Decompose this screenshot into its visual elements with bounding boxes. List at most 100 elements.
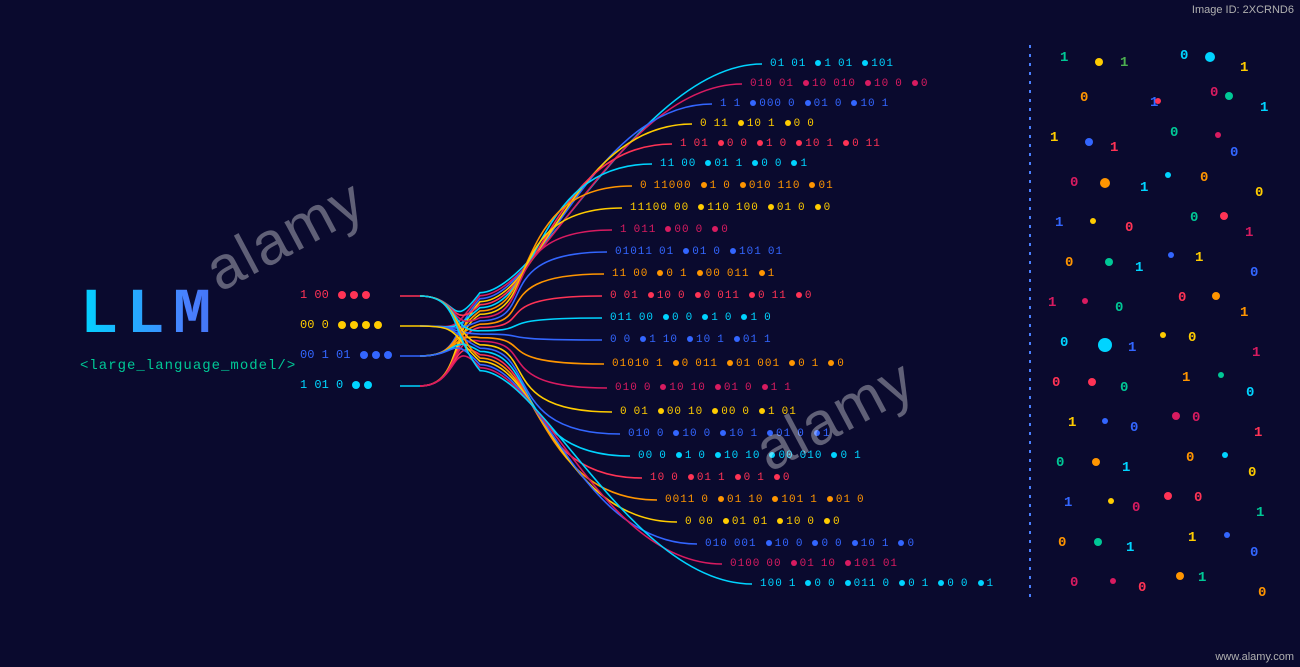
title-block: LLM <large_language_model/> xyxy=(80,280,296,374)
scatter-dot xyxy=(1088,378,1096,386)
scatter-digit: 1 xyxy=(1120,55,1128,71)
scatter-dot xyxy=(1098,338,1112,352)
scatter-digit: 1 xyxy=(1198,570,1206,586)
scatter-digit: 0 xyxy=(1056,455,1064,471)
output-row: 010001100001010 xyxy=(705,538,921,550)
scatter-dot xyxy=(1165,172,1171,178)
output-row: 1100011001 xyxy=(660,158,814,170)
scatter-dot xyxy=(1090,218,1096,224)
output-row: 0001010100001001 xyxy=(638,450,868,462)
scatter-digit: 0 xyxy=(1125,220,1133,236)
scatter-digit: 1 xyxy=(1260,100,1268,116)
scatter-dot xyxy=(1176,572,1184,580)
flow-curve xyxy=(420,350,642,478)
input-node: 00 0 xyxy=(300,318,384,332)
scatter-dot xyxy=(1082,298,1088,304)
scatter-digit: 0 xyxy=(1255,185,1263,201)
scatter-digit: 1 xyxy=(1256,505,1264,521)
scatter-dot xyxy=(1105,258,1113,266)
scatter-digit: 1 xyxy=(1245,225,1253,241)
scatter-dot xyxy=(1225,92,1233,100)
scatter-digit: 1 xyxy=(1122,460,1130,476)
input-node: 1 00 xyxy=(300,288,372,302)
output-row: 110000010101 xyxy=(720,98,895,110)
output-row: 010000011010101 xyxy=(730,558,904,570)
scatter-digit: 1 xyxy=(1068,415,1076,431)
scatter-digit: 0 xyxy=(1132,500,1140,516)
scatter-dot xyxy=(1160,332,1166,338)
scatter-digit: 0 xyxy=(1192,410,1200,426)
scatter-digit: 0 xyxy=(1246,385,1254,401)
scatter-digit: 1 xyxy=(1110,140,1118,156)
scatter-digit: 0 xyxy=(1230,145,1238,161)
scatter-dot xyxy=(1218,372,1224,378)
output-row: 1010010101011 xyxy=(680,138,887,150)
scatter-digit: 0 xyxy=(1130,420,1138,436)
watermark-url: www.alamy.com xyxy=(1215,651,1294,663)
scatter-dot xyxy=(1220,212,1228,220)
scatter-digit: 1 xyxy=(1188,530,1196,546)
output-row: 00110101011 xyxy=(610,334,778,346)
scatter-digit: 0 xyxy=(1080,90,1088,106)
scatter-digit: 1 xyxy=(1048,295,1056,311)
scatter-digit: 0 xyxy=(1178,290,1186,306)
output-row: 0101101101 xyxy=(770,58,900,70)
input-node: 1 01 0 xyxy=(300,378,374,392)
scatter-digit: 0 xyxy=(1250,265,1258,281)
scatter-digit: 1 xyxy=(1195,250,1203,266)
scatter-digit: 1 xyxy=(1252,345,1260,361)
output-row: 10110000 xyxy=(620,224,735,236)
scatter-digit: 0 xyxy=(1250,545,1258,561)
scatter-digit: 1 xyxy=(1064,495,1072,511)
scatter-dot xyxy=(1092,458,1100,466)
scatter-digit: 0 xyxy=(1058,535,1066,551)
scatter-digit: 0 xyxy=(1190,210,1198,226)
output-row: 01100001010 xyxy=(610,312,778,324)
scatter-digit: 0 xyxy=(1258,585,1266,601)
input-node: 00 1 01 xyxy=(300,348,394,362)
scatter-dot xyxy=(1085,138,1093,146)
output-row: 0100101001011 xyxy=(615,382,798,394)
scatter-dot xyxy=(1205,52,1215,62)
scatter-digit: 0 xyxy=(1170,125,1178,141)
scatter-dot xyxy=(1094,538,1102,546)
scatter-dot xyxy=(1095,58,1103,66)
output-row: 0011001101011010 xyxy=(665,494,871,506)
scatter-dot xyxy=(1155,98,1161,104)
output-row: 010101001101001010 xyxy=(612,358,851,370)
main-title: LLM xyxy=(80,280,296,352)
output-row: 11100001101000100 xyxy=(630,202,837,214)
output-row: 100011010 xyxy=(650,472,796,484)
scatter-digit: 0 xyxy=(1194,490,1202,506)
scatter-digit: 0 xyxy=(1138,580,1146,596)
scatter-dot xyxy=(1100,178,1110,188)
scatter-digit: 1 xyxy=(1050,130,1058,146)
scatter-dot xyxy=(1108,498,1114,504)
scatter-digit: 1 xyxy=(1128,340,1136,356)
scatter-digit: 0 xyxy=(1200,170,1208,186)
scatter-digit: 1 xyxy=(1060,50,1068,66)
scatter-digit: 1 xyxy=(1135,260,1143,276)
scatter-digit: 0 xyxy=(1052,375,1060,391)
scatter-digit: 0 xyxy=(1070,175,1078,191)
scatter-digit: 1 xyxy=(1182,370,1190,386)
scatter-digit: 1 xyxy=(1240,60,1248,76)
subtitle: <large_language_model/> xyxy=(80,358,296,374)
scatter-dot xyxy=(1222,452,1228,458)
scatter-dot xyxy=(1172,412,1180,420)
scatter-digit: 0 xyxy=(1060,335,1068,351)
scatter-digit: 1 xyxy=(1140,180,1148,196)
scatter-dot xyxy=(1212,292,1220,300)
scatter-dot xyxy=(1110,578,1116,584)
scatter-digit: 0 xyxy=(1120,380,1128,396)
scatter-digit: 0 xyxy=(1065,255,1073,271)
scatter-digit: 1 xyxy=(1240,305,1248,321)
scatter-digit: 0 xyxy=(1070,575,1078,591)
output-row: 01001100101000 xyxy=(750,78,934,90)
output-row: 0110001001011001 xyxy=(640,180,840,192)
output-row: 110001000111 xyxy=(612,268,781,280)
output-row: 00001011000 xyxy=(685,516,847,528)
scatter-dot xyxy=(1164,492,1172,500)
output-row: 010110101010101 xyxy=(615,246,789,258)
output-row: 01110100 xyxy=(700,118,821,130)
